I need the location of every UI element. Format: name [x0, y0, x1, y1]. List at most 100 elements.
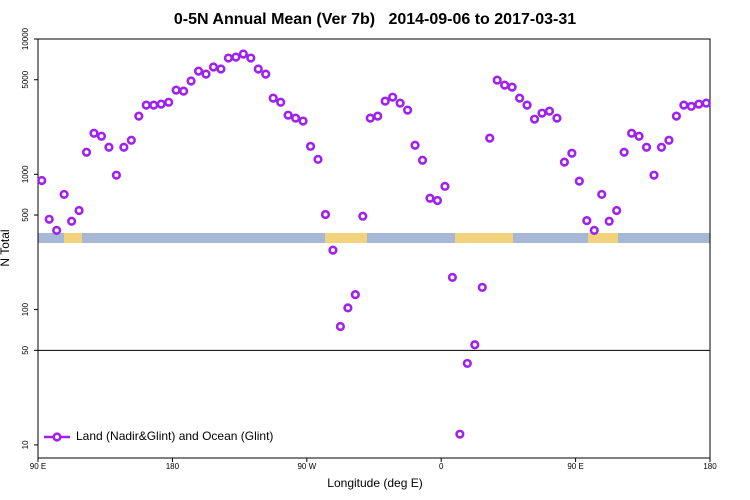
point [156, 99, 166, 109]
legend-label: Land (Nadir&Glint) and Ocean (Glint) [76, 429, 273, 443]
point [403, 105, 413, 115]
land-patch [64, 233, 82, 243]
point [261, 69, 271, 79]
point [410, 140, 420, 150]
point [492, 75, 502, 85]
point [507, 82, 517, 92]
point [201, 69, 211, 79]
point [44, 214, 54, 224]
point [455, 429, 465, 439]
point [179, 86, 189, 96]
chart-title: 0-5N Annual Mean (Ver 7b) 2014-09-06 to … [174, 11, 576, 28]
land-patch [325, 233, 367, 243]
point [664, 135, 674, 145]
point [500, 80, 510, 90]
point [589, 225, 599, 235]
y-tick-label: 50 [21, 345, 30, 354]
point [626, 128, 637, 138]
point [276, 97, 286, 107]
point [268, 93, 278, 103]
ocean-strip [38, 233, 710, 243]
point [298, 116, 308, 126]
point [574, 176, 584, 186]
point [477, 282, 487, 292]
point [544, 106, 555, 116]
point [186, 76, 196, 86]
point [96, 131, 107, 141]
land-ocean-strip [38, 233, 710, 243]
y-tick-label: 10000 [21, 27, 30, 50]
point [447, 272, 458, 282]
point [119, 142, 129, 152]
point [582, 215, 592, 226]
point [559, 157, 570, 167]
x-tick-label: 90 W [297, 462, 316, 471]
point [335, 321, 346, 332]
point [671, 111, 682, 121]
point [462, 358, 472, 369]
point [656, 142, 667, 152]
point [694, 99, 704, 109]
y-tick-label: 1000 [21, 165, 30, 183]
point [649, 170, 659, 180]
point [619, 147, 629, 157]
point [358, 211, 368, 221]
point [291, 113, 301, 123]
point [141, 100, 151, 110]
point [320, 209, 331, 220]
point [246, 53, 256, 63]
point [171, 85, 181, 95]
point [373, 111, 383, 121]
point [328, 245, 338, 255]
point [81, 147, 92, 157]
x-tick-label: 0 [439, 462, 444, 471]
point [365, 113, 375, 123]
point [223, 53, 233, 63]
point [126, 135, 136, 145]
x-tick-label: 90 E [30, 462, 46, 471]
y-axis-label: N Total [0, 229, 12, 266]
point [597, 189, 607, 200]
point [537, 108, 547, 118]
point [641, 142, 652, 152]
point [701, 98, 711, 108]
point [522, 100, 532, 110]
point [164, 97, 174, 107]
point [74, 205, 84, 216]
point [425, 193, 435, 203]
point [104, 142, 114, 152]
point [395, 98, 405, 108]
y-tick-label: 100 [21, 302, 30, 316]
point [529, 114, 540, 124]
point [634, 131, 644, 141]
point [238, 49, 248, 59]
x-tick-label: 90 E [567, 462, 583, 471]
y-tick-label: 10 [21, 440, 30, 449]
point [417, 155, 428, 165]
point [686, 101, 696, 111]
point [59, 189, 69, 200]
point [111, 170, 121, 180]
y-tick-label: 500 [21, 208, 30, 222]
point [343, 303, 353, 313]
point [567, 148, 577, 158]
x-tick-label: 180 [166, 462, 180, 471]
point [313, 154, 323, 164]
land-patch [588, 233, 618, 243]
y-tick-label: 5000 [21, 70, 30, 88]
point [305, 141, 316, 151]
point [388, 92, 398, 102]
point [604, 216, 614, 226]
point [89, 128, 99, 138]
point [149, 100, 159, 110]
point [193, 66, 204, 76]
point [350, 290, 360, 300]
plot-frame [37, 38, 711, 459]
point [514, 93, 525, 103]
legend-marker [52, 432, 62, 442]
point [66, 216, 77, 226]
point [52, 225, 62, 235]
point [253, 64, 263, 74]
point [679, 100, 689, 110]
point [470, 340, 480, 350]
